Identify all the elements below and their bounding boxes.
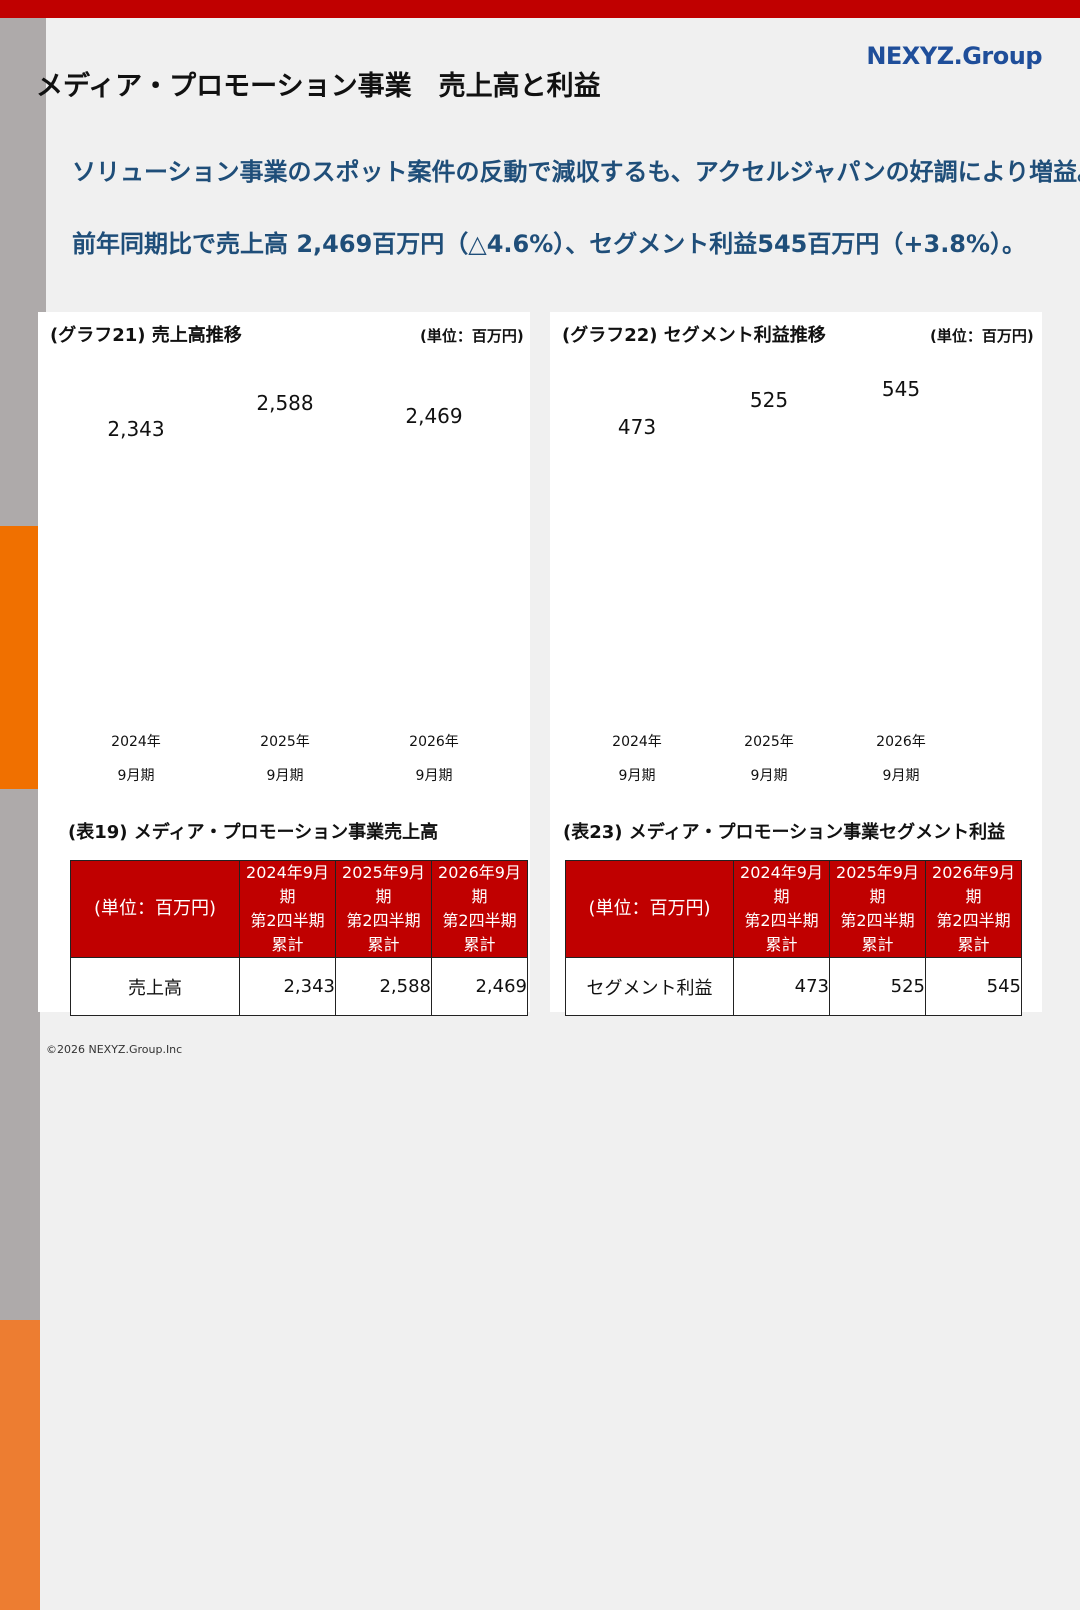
header-row: (単位：百万円) 2024年9月期 第2四半期 累計 2025年9月期 第2四半期 … — [565, 860, 1022, 958]
footer: ©2026 NEXYZ.Group.Inc — [46, 1043, 183, 1056]
data-cell: セグメント利益 — [565, 957, 734, 1016]
chart-title: (グラフ22) セグメント利益推移 — [562, 325, 826, 346]
header-cell: (単位：百万円) — [565, 860, 734, 958]
x-tick-label: 2026年 9月期 — [409, 734, 459, 784]
data-table: (単位：百万円) 2024年9月期 第2四半期 累計 2025年9月期 第2四半期 … — [565, 860, 1022, 1016]
header-cell: 2026年9月期 第2四半期 累計 — [925, 860, 1022, 958]
value-label: 525 — [749, 387, 789, 412]
headline: 前年同期比で売上高 2,469百万円（△4.6%）、セグメント利益545百万円（… — [72, 230, 1027, 258]
headline: ソリューション事業のスポット案件の反動で減収するも、アクセルジャパンの好調により… — [72, 158, 1080, 186]
data-row: 売上高 2,343 2,588 2,469 — [70, 957, 528, 1016]
header-cell: 2024年9月期 第2四半期 累計 — [733, 860, 830, 958]
header-cell: (単位：百万円) — [70, 860, 240, 958]
x-tick-label: 2026年 9月期 — [876, 734, 926, 784]
unit-label: (単位：百万円) — [420, 327, 524, 345]
data-cell: 525 — [829, 957, 926, 1016]
data-cell: 売上高 — [70, 957, 240, 1016]
data-cell: 473 — [733, 957, 830, 1016]
chart-title: (グラフ21) 売上高推移 — [50, 325, 242, 346]
bar — [0, 0, 46, 250]
value-label: 2,588 — [256, 391, 314, 415]
data-cell: 2,469 — [431, 957, 528, 1016]
bar — [0, 1040, 40, 1321]
logo: NEXYZ.Group — [866, 42, 1042, 70]
table-caption: (表19) メディア・プロモーション事業売上高 — [68, 822, 439, 843]
header-cell: 2024年9月期 第2四半期 累計 — [239, 860, 336, 958]
page-title: メディア・プロモーション事業 売上高と利益 — [36, 71, 601, 102]
value-label: 2,343 — [107, 417, 165, 442]
top-bar — [0, 0, 1080, 18]
data-cell: 2,343 — [239, 957, 336, 1016]
data-cell: 2,588 — [335, 957, 432, 1016]
header-cell: 2025年9月期 第2四半期 累計 — [335, 860, 432, 958]
unit-label: (単位：百万円) — [930, 327, 1034, 345]
table-caption: (表23) メディア・プロモーション事業セグメント利益 — [563, 822, 1006, 843]
value-label: 2,469 — [405, 403, 463, 428]
header-cell: 2025年9月期 第2四半期 累計 — [829, 860, 926, 958]
bar — [0, 1320, 40, 1610]
x-tick-label: 2024年 9月期 — [111, 734, 161, 784]
data-cell: 545 — [925, 957, 1022, 1016]
x-tick-label: 2025年 9月期 — [260, 734, 310, 784]
x-tick-label: 2025年 9月期 — [744, 734, 794, 784]
value-label: 545 — [881, 377, 921, 401]
header-row: (単位：百万円) 2024年9月期 第2四半期 累計 2025年9月期 第2四半期 … — [70, 860, 528, 958]
data-row: セグメント利益 473 525 545 — [565, 957, 1022, 1016]
value-label: 473 — [617, 415, 657, 440]
header-cell: 2026年9月期 第2四半期 累計 — [431, 860, 528, 958]
x-tick-label: 2024年 9月期 — [612, 734, 662, 784]
bar — [0, 789, 40, 1041]
data-table: (単位：百万円) 2024年9月期 第2四半期 累計 2025年9月期 第2四半期 … — [70, 860, 528, 1016]
